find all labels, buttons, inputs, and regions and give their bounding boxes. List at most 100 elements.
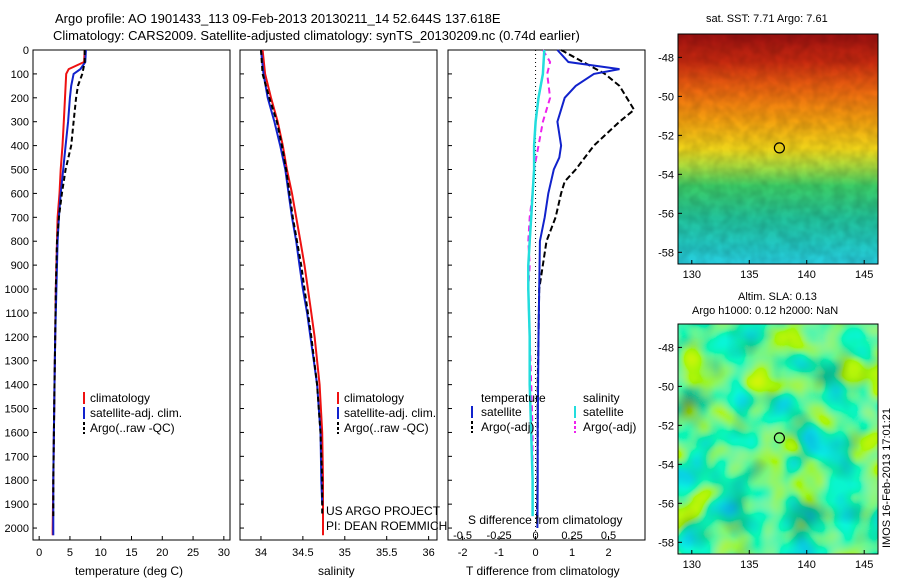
depth-tick-label: 1700: [5, 451, 29, 463]
imos-stamp: IMOS 16-Feb-2013 17:01:21: [881, 408, 893, 548]
legend-sargo-label: Argo(-adj): [583, 420, 636, 434]
lat-tick-label: -48: [658, 342, 674, 354]
salinity-legend: climatology satellite-adj. clim. Argo(..…: [337, 391, 436, 435]
sla-map: [677, 323, 879, 555]
sst-texture: [678, 34, 878, 264]
x-tick-label: 34: [255, 547, 267, 559]
lon-tick-label: 135: [740, 559, 758, 571]
sla-map-title-1: Altim. SLA: 0.13: [738, 291, 817, 303]
sla-map-title-2: Argo h1000: 0.12 h2000: NaN: [692, 305, 838, 317]
lat-tick-label: -50: [658, 381, 674, 393]
depth-tick-label: 1600: [5, 427, 29, 439]
lat-tick-label: -50: [658, 91, 674, 103]
sdiff-xlabel: S difference from climatology: [468, 513, 623, 527]
temperature-plot: 0 5 10 15 20 25 30: [36, 49, 230, 559]
project-note: US ARGO PROJECT: [326, 504, 441, 518]
x-tick-label: 5: [67, 547, 73, 559]
x-tick-label: 10: [95, 547, 107, 559]
legend-argo-label: Argo(..raw -QC): [344, 421, 429, 435]
depth-tick-label: 200: [11, 93, 29, 105]
depth-tick-label: 1200: [5, 332, 29, 344]
x-tick-label: 30: [218, 547, 230, 559]
sst-map: [677, 33, 879, 265]
lat-tick-label: -54: [658, 169, 674, 181]
depth-tick-label: 1500: [5, 404, 29, 416]
lon-tick-label: 145: [855, 559, 873, 571]
x-tick-label: 34.5: [292, 547, 313, 559]
depth-tick-label: 1300: [5, 356, 29, 368]
difference-plot: -2 -1 0 1 2 -0.5 -0.25 0 0.25 0.5: [453, 49, 636, 559]
legend-climatology-label: climatology: [344, 391, 404, 405]
lat-tick-label: -56: [658, 208, 674, 220]
difference-axes: [447, 49, 646, 541]
sdiff-tick-label: 0.25: [561, 530, 582, 542]
legend-argo-label: Argo(..raw -QC): [90, 421, 175, 435]
lat-tick-label: -52: [658, 130, 674, 142]
depth-tick-label: 1900: [5, 499, 29, 511]
depth-tick-label: 300: [11, 117, 29, 129]
title-line-1: Argo profile: AO 1901433_113 09-Feb-2013…: [55, 11, 501, 26]
tdiff-satellite-line: [536, 49, 620, 529]
x-tick-label: 1: [569, 547, 575, 559]
sdiff-tick-label: 0.5: [601, 530, 616, 542]
x-tick-label: 35: [339, 547, 351, 559]
sla-axes: -48 -50 -52 -54 -56 -58 130 135 140 145: [658, 342, 873, 571]
sdiff-argo-line: [527, 49, 552, 517]
temperature-legend: climatology satellite-adj. clim. Argo(..…: [83, 391, 182, 435]
depth-tick-label: 2000: [5, 523, 29, 535]
x-tick-label: -2: [458, 547, 468, 559]
legend-climatology-label: climatology: [90, 391, 150, 405]
sst-float-marker: [773, 142, 786, 154]
difference-legend: temperature salinity satellite Argo(-adj…: [471, 391, 636, 434]
depth-tick-label: 0: [23, 45, 29, 57]
lon-tick-label: 145: [855, 269, 873, 281]
lat-tick-label: -56: [658, 498, 674, 510]
lon-tick-label: 135: [740, 269, 758, 281]
sdiff-tick-label: -0.25: [487, 530, 512, 542]
title-line-2: Climatology: CARS2009. Satellite-adjuste…: [53, 28, 580, 43]
depth-axis: 0 100 200 300 400 500 600 700 800 900 1000 1100 1200…: [5, 45, 452, 535]
legend-satellite-label: satellite-adj. clim.: [90, 406, 182, 420]
lat-tick-label: -52: [658, 420, 674, 432]
depth-tick-label: 500: [11, 165, 29, 177]
sla-frame: [677, 323, 879, 555]
sdiff-tick-label: 0: [532, 530, 538, 542]
salinity-xlabel: salinity: [318, 564, 355, 578]
legend-satellite-label: satellite-adj. clim.: [344, 406, 436, 420]
sla-field: [678, 324, 878, 554]
depth-tick-label: 100: [11, 69, 29, 81]
x-tick-label: 25: [187, 547, 199, 559]
tdiff-xlabel: T difference from climatology: [466, 564, 620, 578]
tdiff-argo-line: [536, 49, 636, 517]
temperature-xlabel: temperature (deg C): [75, 564, 183, 578]
salinity-plot: 34 34.5 35 35.5 36: [255, 49, 435, 559]
legend-tsat-label: satellite: [481, 405, 522, 419]
legend-ssat-label: satellite: [583, 405, 624, 419]
lat-tick-label: -58: [658, 247, 674, 259]
lon-tick-label: 140: [798, 559, 816, 571]
depth-tick-label: 1000: [5, 284, 29, 296]
legend-salinity-title: salinity: [583, 391, 620, 405]
depth-tick-label: 1400: [5, 380, 29, 392]
x-tick-label: 35.5: [376, 547, 397, 559]
sla-float-marker: [773, 432, 786, 444]
lat-tick-label: -58: [658, 537, 674, 549]
x-tick-label: 2: [605, 547, 611, 559]
sst-frame: [677, 33, 879, 265]
depth-tick-label: 700: [11, 212, 29, 224]
x-tick-label: 0: [532, 547, 538, 559]
lon-tick-label: 130: [683, 269, 701, 281]
legend-targo-label: Argo(-adj): [481, 420, 534, 434]
lon-tick-label: 130: [683, 559, 701, 571]
depth-tick-label: 400: [11, 141, 29, 153]
depth-tick-label: 600: [11, 188, 29, 200]
sst-axes: -48 -50 -52 -54 -56 -58 130 135 140 145: [658, 52, 873, 281]
lon-tick-label: 140: [798, 269, 816, 281]
x-tick-label: -1: [494, 547, 504, 559]
x-tick-label: 15: [125, 547, 137, 559]
x-tick-label: 0: [36, 547, 42, 559]
temperature-axes: [32, 49, 231, 541]
sdiff-tick-label: -0.5: [453, 530, 472, 542]
x-tick-label: 36: [422, 547, 434, 559]
